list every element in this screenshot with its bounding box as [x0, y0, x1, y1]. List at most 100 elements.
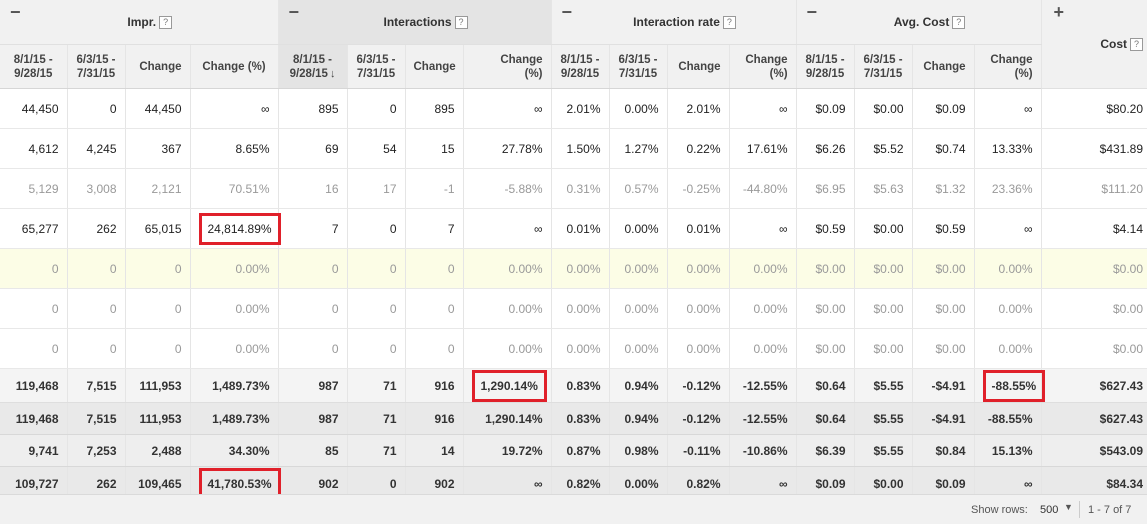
table-cell: -12.55%: [729, 368, 797, 403]
table-cell: 0: [347, 208, 406, 249]
table-row: 0 0 0 0.00% 0 0 0 0.00% 0.00% 0.00% 0.00% 0.00% $0.0…: [0, 248, 1147, 289]
table-cell: ∞: [463, 208, 552, 249]
table-cell: 895: [278, 88, 348, 129]
table-cell: -$4.91: [912, 368, 975, 403]
table-cell: $0.00: [1041, 328, 1147, 369]
table-cell: 119,468: [0, 368, 68, 403]
table-cell: 2,121: [125, 168, 191, 209]
group-title[interactable]: Cost: [1100, 36, 1128, 51]
table-cell: 0.00%: [667, 288, 730, 329]
group-title[interactable]: Interaction rate: [633, 14, 720, 29]
table-row: 0 0 0 0.00% 0 0 0 0.00% 0.00% 0.00% 0.00% 0.00% $0.0…: [0, 328, 1147, 369]
table-cell: $0.64: [796, 402, 855, 435]
table-cell: $0.09: [796, 88, 855, 129]
table-cell: 0.00%: [667, 248, 730, 289]
table-cell: ∞: [974, 208, 1042, 249]
table-cell: $0.00: [854, 248, 913, 289]
col-header-impressions-period1[interactable]: 8/1/15 -9/28/15: [0, 44, 68, 89]
help-icon[interactable]: ?: [159, 16, 173, 30]
group-impressions: − Impr.?: [0, 0, 279, 45]
help-icon[interactable]: ?: [952, 16, 966, 30]
table-cell: -10.86%: [729, 434, 797, 467]
help-icon[interactable]: ?: [454, 16, 468, 30]
table-cell: 0.83%: [551, 368, 610, 403]
show-rows-select[interactable]: 500: [1040, 504, 1059, 516]
table-cell: 0: [347, 88, 406, 129]
sort-descending-icon: ↓: [329, 67, 336, 80]
col-header-interactions-period2[interactable]: 6/3/15 -7/31/15: [347, 44, 406, 89]
highlight-box: -88.55%: [982, 370, 1046, 402]
table-cell: 0: [125, 248, 191, 289]
table-cell: 0: [125, 328, 191, 369]
table-cell: $0.64: [796, 368, 855, 403]
table-cell: 0.57%: [609, 168, 668, 209]
total-row: 119,468 7,515 111,953 1,489.73% 987 71 916 1,29…: [0, 402, 1147, 435]
table-cell: 0: [347, 328, 406, 369]
table-cell: ∞: [729, 208, 797, 249]
group-title[interactable]: Avg. Cost: [893, 14, 950, 29]
col-header-interaction-rate-period1[interactable]: 8/1/15 -9/28/15: [551, 44, 610, 89]
table-cell: $1.32: [912, 168, 975, 209]
expand-cost-button[interactable]: +: [1053, 2, 1065, 22]
table-cell: 0.01%: [667, 208, 730, 249]
col-header-interactions-period1[interactable]: 8/1/15 -9/28/15 ↓: [278, 44, 348, 89]
table-cell: $5.63: [854, 168, 913, 209]
col-header-impressions-change-pct[interactable]: Change (%): [190, 44, 279, 89]
table-cell: 9,741: [0, 434, 68, 467]
table-cell: ∞: [190, 88, 279, 129]
table-cell: $6.95: [796, 168, 855, 209]
table-cell: 0.00%: [190, 288, 279, 329]
table-cell: 4,245: [67, 128, 126, 169]
table-cell: 0.00%: [609, 248, 668, 289]
table-cell: 0.00%: [729, 288, 797, 329]
col-header-impressions-period2[interactable]: 6/3/15 -7/31/15: [67, 44, 126, 89]
table-cell: 0: [278, 288, 348, 329]
table-cell: $0.84: [912, 434, 975, 467]
chevron-down-icon[interactable]: ▼: [1064, 502, 1073, 512]
table-cell: $0.00: [912, 328, 975, 369]
col-header-interactions-change[interactable]: Change: [405, 44, 464, 89]
table-cell: 0.00%: [609, 328, 668, 369]
collapse-interaction-rate-button[interactable]: −: [561, 2, 573, 22]
col-header-interactions-change-pct[interactable]: Change (%): [463, 44, 552, 89]
table-cell: 0.00%: [551, 328, 610, 369]
table-cell: 71: [347, 434, 406, 467]
col-header-interaction-rate-change-pct[interactable]: Change (%): [729, 44, 797, 89]
col-header-avg-cost-period1[interactable]: 8/1/15 -9/28/15: [796, 44, 855, 89]
col-header-avg-cost-period2[interactable]: 6/3/15 -7/31/15: [854, 44, 913, 89]
table-cell: $0.00: [912, 248, 975, 289]
table-cell: -0.12%: [667, 368, 730, 403]
table-cell: 0.00%: [463, 328, 552, 369]
table-cell: 3,008: [67, 168, 126, 209]
help-icon[interactable]: ?: [1130, 38, 1144, 52]
table-cell: 0: [278, 328, 348, 369]
collapse-avg-cost-button[interactable]: −: [806, 2, 818, 22]
col-header-interaction-rate-period2[interactable]: 6/3/15 -7/31/15: [609, 44, 668, 89]
table-cell: 0: [67, 88, 126, 129]
table-cell: 0: [67, 328, 126, 369]
table-cell: $6.26: [796, 128, 855, 169]
collapse-impressions-button[interactable]: −: [10, 2, 21, 22]
table-cell: 1,489.73%: [190, 402, 279, 435]
table-row: 4,612 4,245 367 8.65% 69 54 15 27.78% 1.50% 1.27%…: [0, 128, 1147, 169]
col-header-impressions-change[interactable]: Change: [125, 44, 191, 89]
table-cell: 0.00%: [974, 328, 1042, 369]
table-cell: 71: [347, 368, 406, 403]
table-cell: 0: [405, 328, 464, 369]
help-icon[interactable]: ?: [722, 16, 736, 30]
column-subheader-row: 8/1/15 -9/28/15 6/3/15 -7/31/15 Change Chan…: [0, 44, 1147, 89]
table-cell: 0: [278, 248, 348, 289]
table-cell: 27.78%: [463, 128, 552, 169]
table-cell: 15.13%: [974, 434, 1042, 467]
collapse-interactions-button[interactable]: −: [288, 2, 300, 22]
group-title[interactable]: Interactions: [383, 14, 452, 29]
table-cell: 0.00%: [551, 248, 610, 289]
table-cell: 16: [278, 168, 348, 209]
col-header-interaction-rate-change[interactable]: Change: [667, 44, 730, 89]
col-header-avg-cost-change-pct[interactable]: Change (%): [974, 44, 1042, 89]
table-cell: -0.11%: [667, 434, 730, 467]
group-title[interactable]: Impr.: [127, 14, 157, 29]
group-interactions: − Interactions?: [278, 0, 552, 45]
col-header-avg-cost-change[interactable]: Change: [912, 44, 975, 89]
